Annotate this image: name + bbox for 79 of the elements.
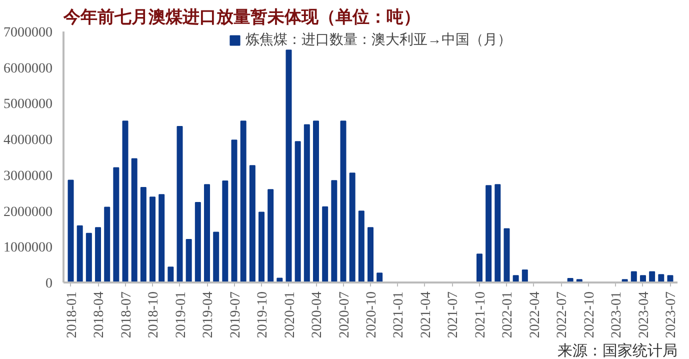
x-tick-label: 2023-01 [610,291,625,338]
bar [95,227,102,282]
bar [331,180,338,282]
x-tick-label: 2020-01 [282,291,298,338]
bar [349,172,356,282]
bar [158,194,165,282]
x-tick-label: 2021-07 [446,291,462,338]
x-tick-label: 2021-10 [473,291,488,338]
bar [176,126,183,282]
bar [376,272,383,282]
bar [249,165,256,282]
legend-label: 炼焦煤：进口数量：澳大利亚→中国（月） [246,32,512,49]
bar [640,275,646,282]
bar [322,206,328,282]
bar [150,196,156,282]
x-tick-label: 2020-04 [310,291,326,338]
bar [231,140,238,282]
x-tick-label: 2023-04 [636,291,652,338]
x-tick-label: 2022-07 [555,291,570,338]
bar [313,120,319,282]
bar [104,206,110,282]
x-tick-label: 2018-01 [64,291,80,338]
bar [630,271,637,282]
bar [186,238,192,282]
bar [222,180,228,282]
x-tick-label: 2019-07 [228,291,244,338]
bar [476,254,482,282]
x-tick-label: 2018-04 [92,291,108,338]
x-tick-label: 2018-07 [119,291,134,338]
x-tick-label: 2022-10 [582,291,598,338]
y-tick-label: 3000000 [4,168,52,184]
bar [268,189,274,282]
bar [68,180,74,282]
bar [294,141,301,282]
bar [194,202,201,282]
x-tick-label: 2022-04 [528,291,543,338]
bar [358,210,364,282]
bar [204,184,210,282]
x-tick-label: 2018-10 [146,291,162,338]
bar [512,275,519,282]
bar [286,50,292,282]
x-tick-label: 2023-07 [664,291,680,338]
y-tick-label: 5000000 [4,97,52,112]
y-tick-label: 7000000 [4,26,52,40]
bar [140,186,146,282]
x-tick-label: 2020-07 [337,291,352,338]
bar [649,271,656,282]
y-tick-label: 4000000 [4,133,52,148]
x-tick-label: 2021-04 [418,291,434,338]
bar [504,228,510,282]
y-tick-label: 1000000 [4,240,52,256]
bar [213,232,220,282]
bar [486,185,492,282]
bar [76,225,83,282]
y-tick-label: 2000000 [4,204,52,220]
bar [304,124,310,282]
y-tick-label: 0 [46,276,52,292]
bar [340,120,346,282]
chart-title: 今年前七月澳煤进口放量暂未体现（单位：吨） [62,8,420,26]
bar [522,269,528,282]
x-tick-label: 2020-10 [364,291,380,338]
bar [658,274,664,282]
x-tick-label: 2021-01 [392,291,407,338]
bar [86,232,92,282]
bar [113,167,120,282]
bar [131,158,138,282]
bar [494,184,501,282]
bar [240,120,246,282]
bar [258,212,265,282]
bar [667,275,674,282]
bar [122,120,128,282]
y-tick-label: 6000000 [4,61,52,76]
bar [168,266,174,282]
source-note: 来源：国家统计局 [558,342,678,359]
x-tick-label: 2019-04 [201,291,216,338]
x-tick-label: 2019-01 [174,291,189,338]
bar [368,227,374,282]
x-tick-label: 2022-01 [500,291,516,338]
x-tick-label: 2019-10 [256,291,271,338]
